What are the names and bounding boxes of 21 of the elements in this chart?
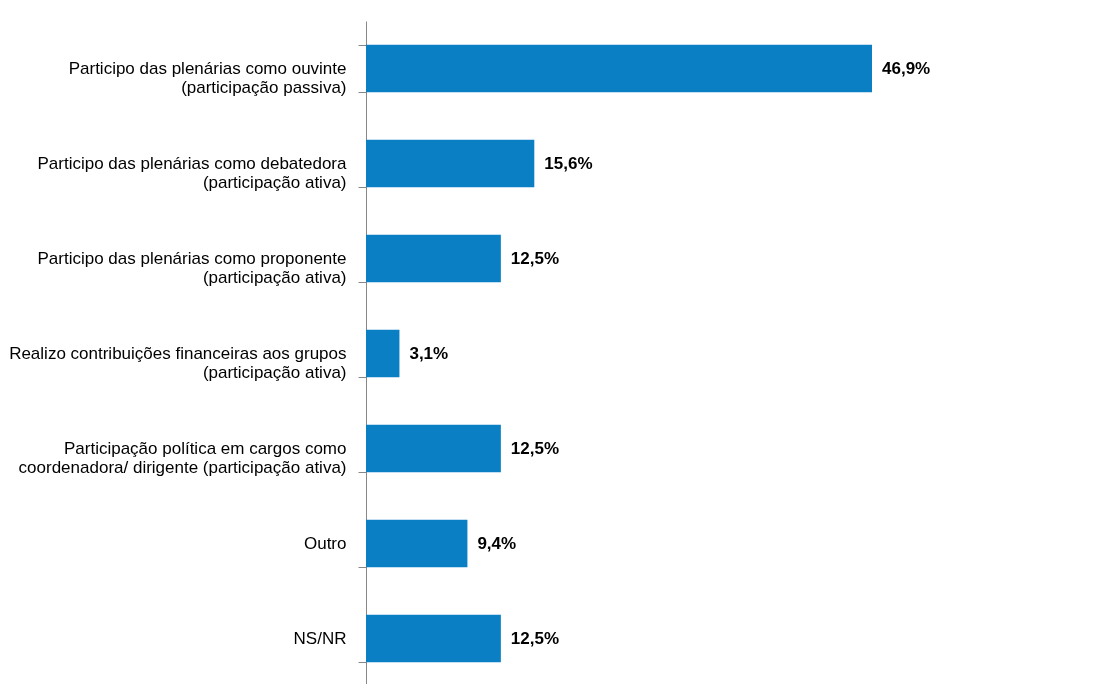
y-tick-label: Realizo contribuições financeiras aos grupos (participação ativa) <box>9 344 347 382</box>
bar <box>366 139 535 188</box>
y-tick-label: Outro <box>303 534 347 553</box>
y-tick-label: Participação política em cargos como coordenadora/ dirigente (participação ativa) <box>18 439 347 477</box>
bar <box>366 424 501 473</box>
data-label: 12,5% <box>510 628 560 648</box>
data-label: 12,5% <box>510 438 560 458</box>
bar <box>366 234 501 283</box>
data-label: 15,6% <box>544 153 593 173</box>
bar <box>366 519 468 568</box>
y-tick-label: Participo das plenárias como debatedora (participação ativa) <box>37 154 348 192</box>
bar <box>366 44 872 93</box>
y-tick-label: NS/NR <box>293 629 347 648</box>
data-label: 3,1% <box>409 343 449 363</box>
bar <box>366 614 501 663</box>
bar <box>366 329 400 378</box>
data-label: 9,4% <box>477 533 517 553</box>
data-label: 12,5% <box>510 248 560 268</box>
y-tick-label: Participo das plenárias como ouvinte (participação passiva) <box>68 59 347 97</box>
data-label: 46,9% <box>882 58 931 78</box>
y-tick-label: Participo das plenárias como proponente (participação ativa) <box>37 249 347 287</box>
